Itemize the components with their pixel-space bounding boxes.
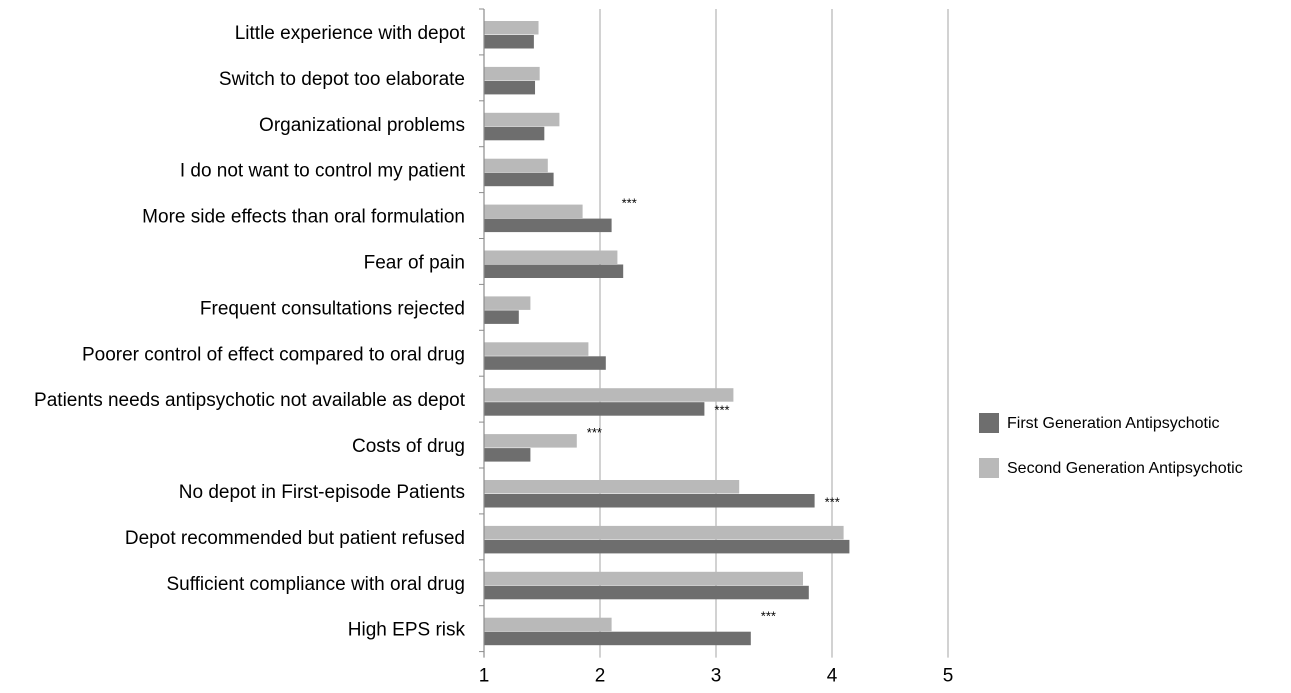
- legend-swatch: [979, 458, 999, 478]
- category-label: Depot recommended but patient refused: [125, 528, 465, 549]
- bar-second-generation: [484, 66, 540, 81]
- bar-first-generation: [484, 310, 519, 324]
- category-label: No depot in First-episode Patients: [179, 482, 465, 503]
- x-tick-label: 1: [479, 666, 490, 687]
- bar-second-generation: [484, 617, 612, 632]
- bar-second-generation: [484, 434, 577, 448]
- bar-first-generation: [484, 264, 624, 278]
- category-label: Patients needs antipsychotic not availab…: [34, 390, 466, 411]
- bar-first-generation: [484, 218, 612, 233]
- legend-label: First Generation Antipsychotic: [1007, 415, 1220, 432]
- legend-label: Second Generation Antipsychotic: [1007, 460, 1243, 477]
- category-label: Switch to depot too elaborate: [219, 69, 465, 90]
- bar-second-generation: [484, 158, 548, 173]
- significance-marker: ***: [622, 196, 637, 211]
- legend: First Generation Antipsychotic Second Gen…: [979, 413, 1243, 478]
- x-tick-label: 4: [827, 666, 838, 687]
- category-label: Fear of pain: [364, 252, 465, 273]
- x-tick-label: 5: [943, 666, 954, 687]
- bar-first-generation: [484, 539, 850, 554]
- bar-first-generation: [484, 356, 606, 370]
- bar-second-generation: [484, 342, 589, 356]
- bar-second-generation: [484, 571, 803, 586]
- category-label: I do not want to control my patient: [180, 161, 466, 182]
- x-tick-label: 3: [711, 666, 722, 687]
- bars: [484, 21, 850, 646]
- y-axis: [479, 8, 485, 658]
- category-label: Organizational problems: [259, 115, 465, 136]
- bar-second-generation: [484, 112, 560, 127]
- category-label: Poorer control of effect compared to ora…: [82, 344, 465, 365]
- significance-marker: ***: [825, 495, 840, 510]
- bar-first-generation: [484, 402, 705, 416]
- bar-first-generation: [484, 172, 554, 187]
- bar-first-generation: [484, 585, 809, 600]
- category-label: High EPS risk: [348, 620, 466, 641]
- category-label: Costs of drug: [352, 436, 465, 457]
- bar-second-generation: [484, 525, 844, 540]
- bar-first-generation: [484, 631, 751, 646]
- x-tick-label: 2: [595, 666, 606, 687]
- bar-first-generation: [484, 448, 531, 462]
- bar-second-generation: [484, 388, 734, 402]
- category-label: Little experience with depot: [235, 23, 466, 44]
- bar-second-generation: [484, 480, 740, 494]
- significance-marker: ***: [714, 403, 729, 418]
- category-label: More side effects than oral formulation: [142, 207, 465, 228]
- bar-first-generation: [484, 126, 545, 141]
- bar-second-generation: [484, 296, 531, 310]
- bar-second-generation: [484, 21, 539, 35]
- bar-first-generation: [484, 80, 536, 95]
- category-label: Frequent consultations rejected: [200, 298, 465, 319]
- significance-markers: *** *** *** *** ***: [587, 196, 840, 624]
- significance-marker: ***: [587, 425, 602, 440]
- bar-second-generation: [484, 250, 618, 264]
- legend-swatch: [979, 413, 999, 433]
- bar-first-generation: [484, 494, 815, 508]
- significance-marker: ***: [761, 609, 776, 624]
- bar-first-generation: [484, 35, 534, 49]
- category-labels: Little experience with depot Switch to de…: [34, 23, 466, 641]
- bar-second-generation: [484, 204, 583, 219]
- x-tick-labels: 1 2 3 4 5: [479, 666, 954, 687]
- category-label: Sufficient compliance with oral drug: [166, 574, 465, 595]
- grid-lines: [599, 9, 949, 658]
